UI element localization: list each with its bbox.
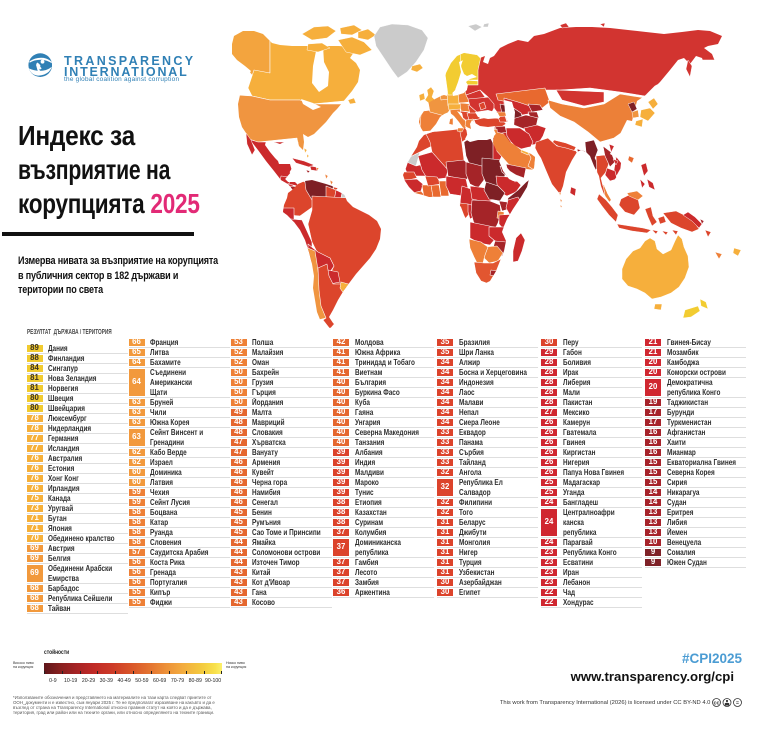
svg-text:cc: cc (713, 701, 719, 707)
svg-text:=: = (736, 700, 739, 706)
